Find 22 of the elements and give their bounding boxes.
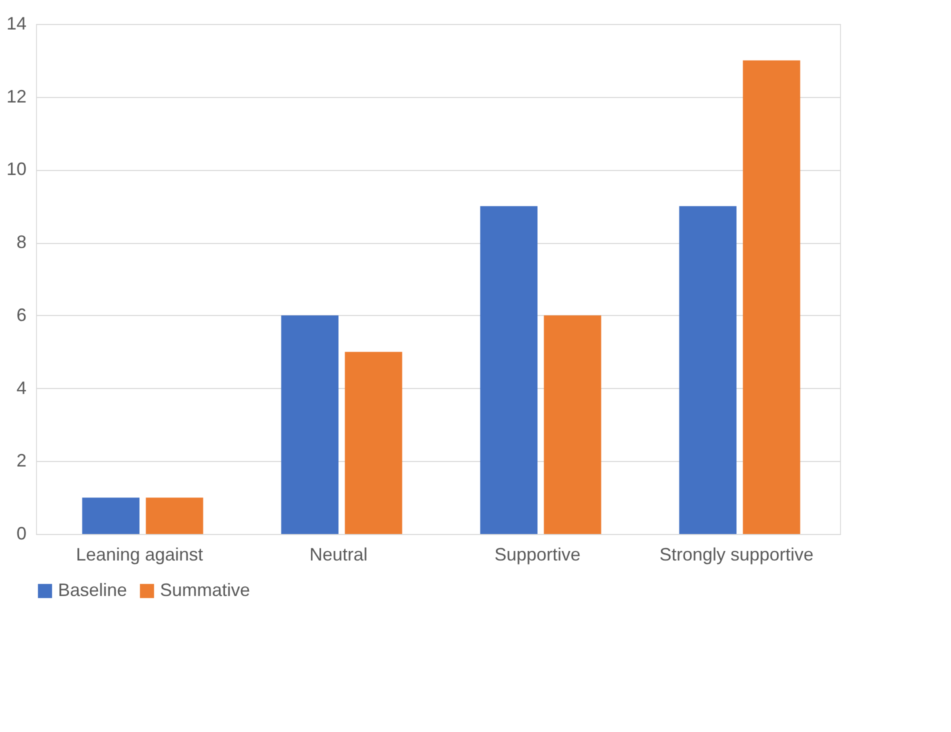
bar: [679, 206, 737, 534]
legend-label: Baseline: [58, 580, 128, 600]
y-tick-label: 14: [6, 14, 26, 34]
x-tick-label: Neutral: [309, 544, 368, 564]
y-tick-label: 12: [6, 86, 26, 106]
bar: [344, 352, 402, 534]
bar: [281, 315, 338, 534]
y-tick-label: 6: [16, 304, 26, 325]
bar: [146, 498, 204, 534]
legend-label: Summative: [160, 580, 250, 600]
y-tick-label: 8: [16, 232, 26, 252]
bar: [480, 206, 538, 534]
bar: [544, 315, 602, 534]
y-tick-label: 0: [16, 524, 26, 544]
x-tick-label: Strongly supportive: [659, 544, 814, 564]
y-tick-label: 4: [16, 378, 26, 398]
y-tick-label: 2: [16, 450, 26, 471]
y-tick-label: 10: [6, 159, 26, 180]
bar: [742, 60, 800, 534]
x-tick-label: Leaning against: [76, 544, 204, 564]
x-tick-label: Supportive: [494, 544, 581, 564]
bar: [82, 498, 140, 534]
